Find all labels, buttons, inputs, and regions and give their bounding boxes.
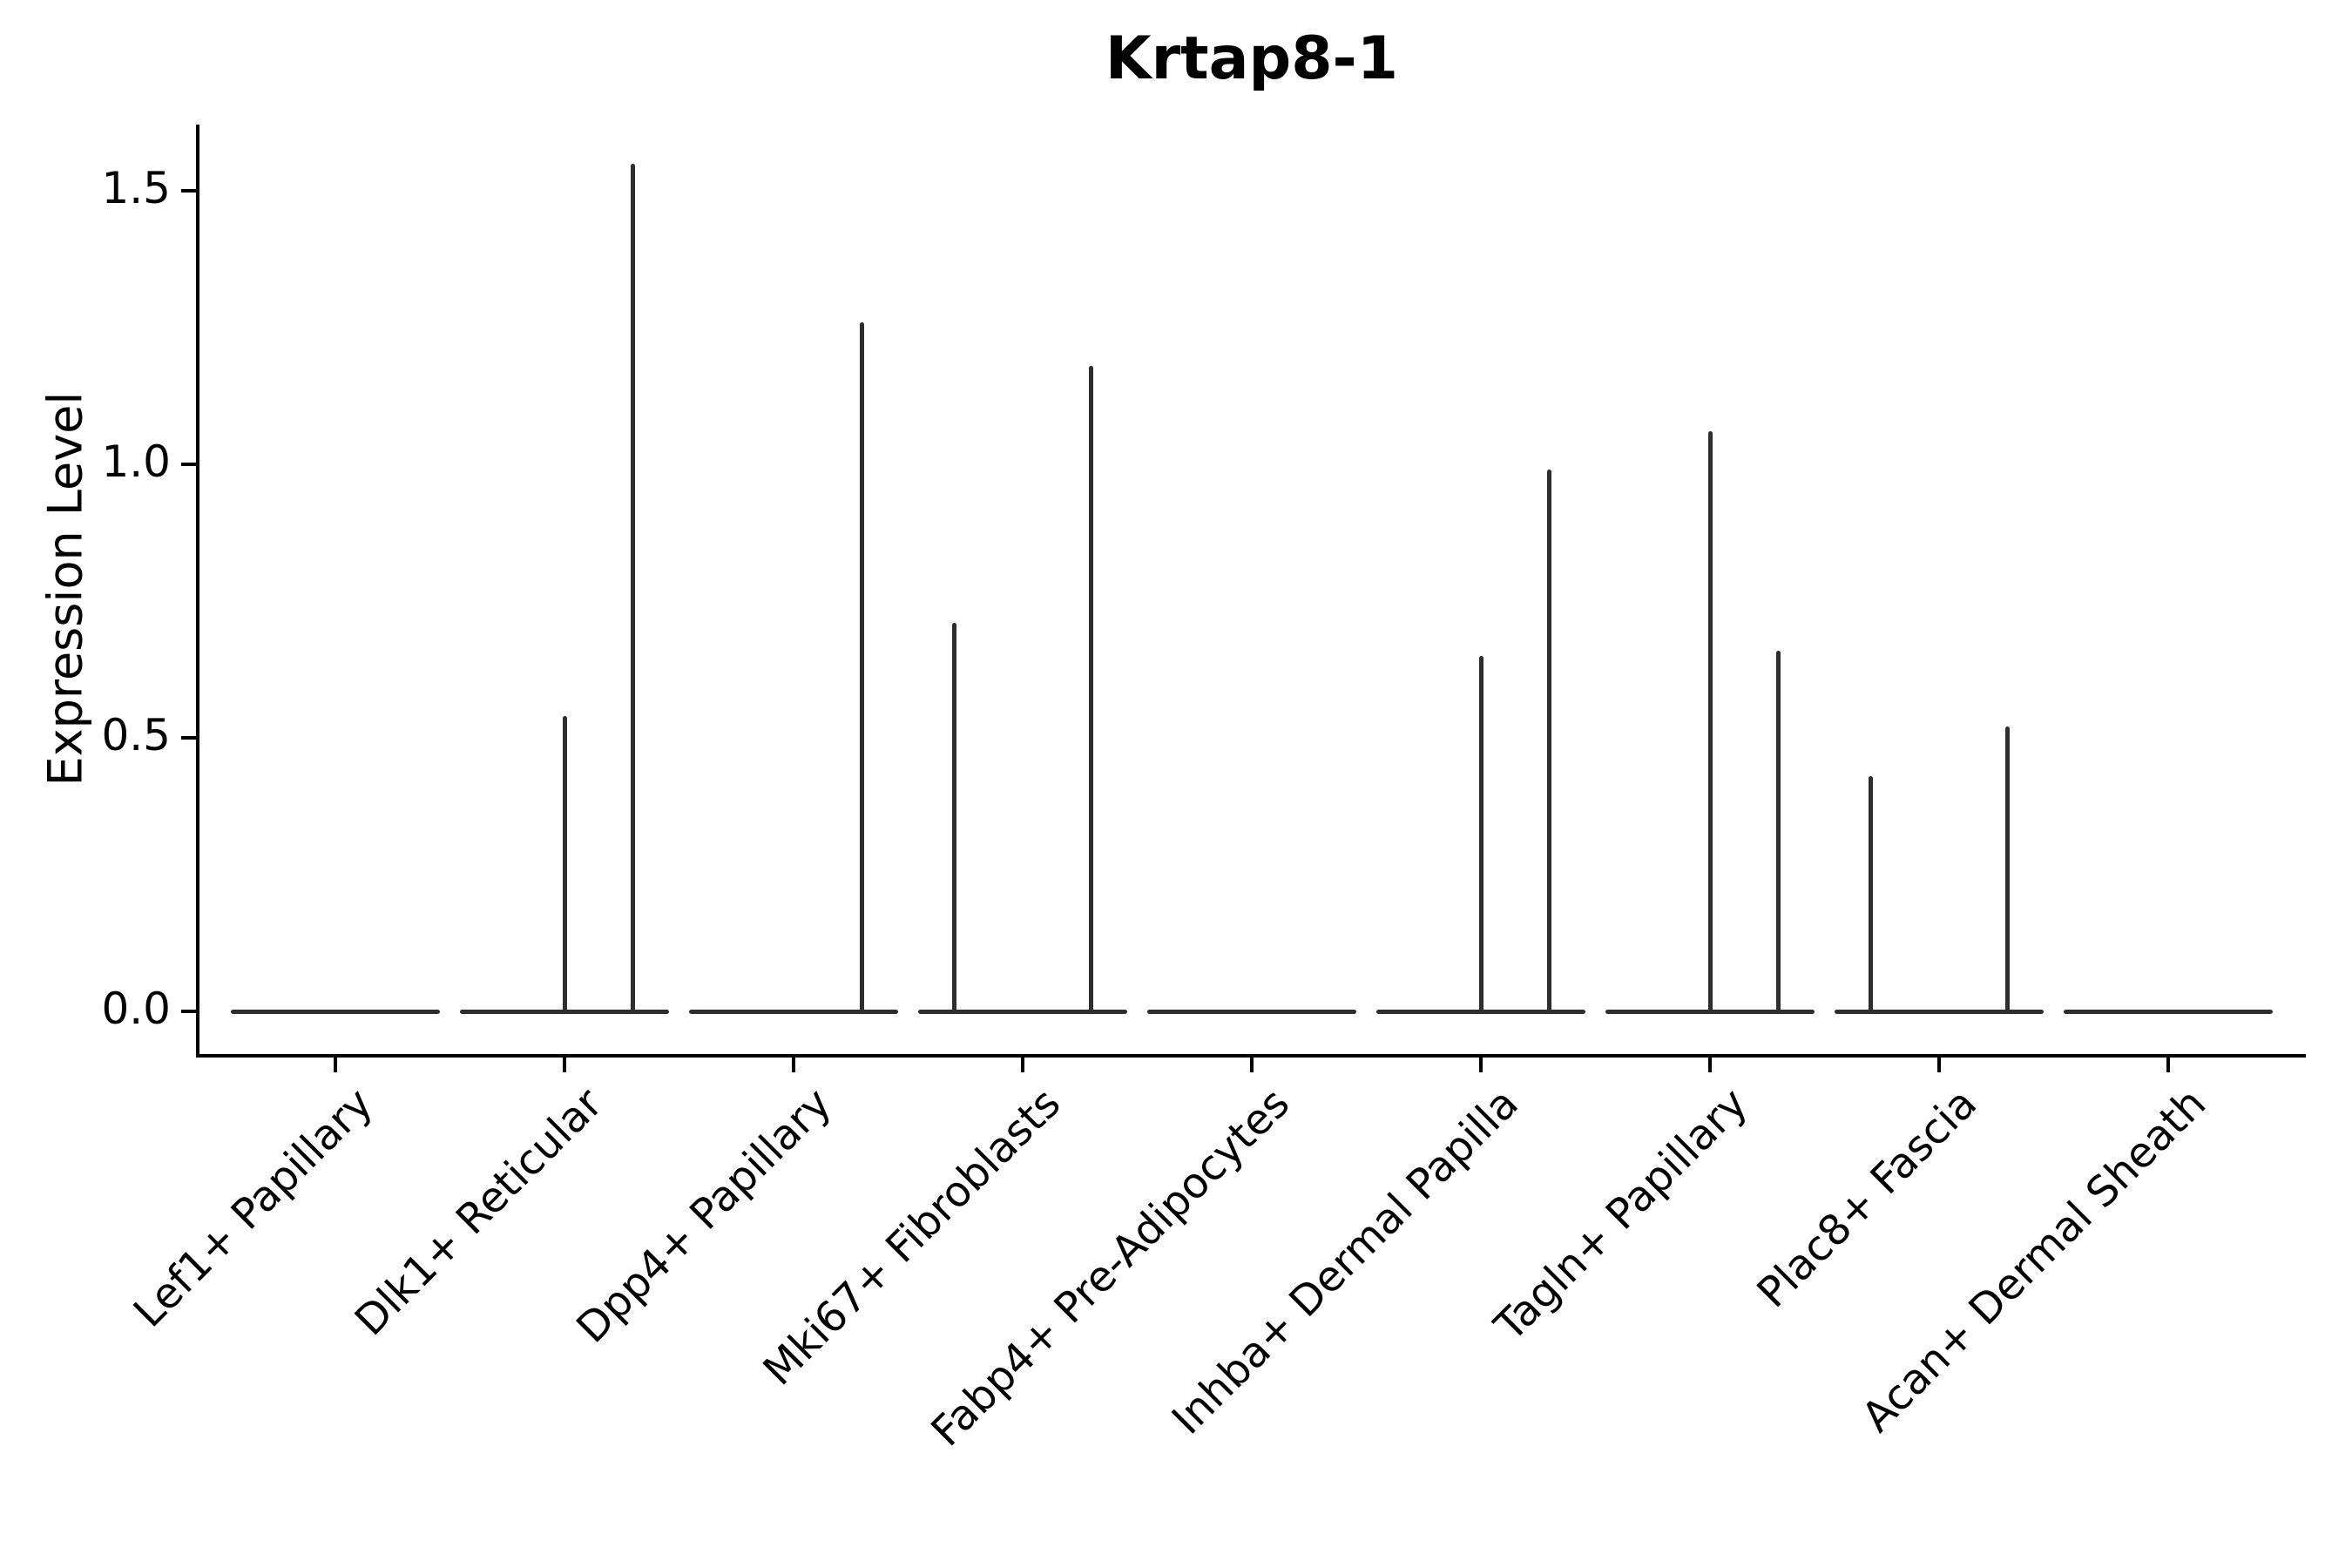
violin-base	[689, 1009, 898, 1014]
x-tick	[1937, 1058, 1941, 1072]
x-tick-label: Plac8+ Fascia	[1747, 1078, 1987, 1318]
violin-base	[1835, 1009, 2044, 1014]
x-tick	[563, 1058, 566, 1072]
x-tick	[1479, 1058, 1483, 1072]
chart-title: Krtap8-1	[1105, 24, 1399, 93]
y-tick	[181, 463, 196, 466]
y-tick	[181, 1010, 196, 1013]
x-tick-label: Dlk1+ Reticular	[345, 1078, 612, 1346]
expression-spike	[631, 163, 636, 1013]
expression-spike	[1868, 775, 1873, 1013]
x-tick	[1021, 1058, 1024, 1072]
expression-spike	[1547, 470, 1552, 1013]
x-tick-label: Lef1+ Papillary	[125, 1078, 383, 1337]
expression-spike	[562, 715, 567, 1013]
y-tick-label: 0.0	[101, 983, 171, 1034]
violin-base	[1147, 1009, 1356, 1014]
expression-spike	[1089, 365, 1094, 1013]
expression-spike	[1776, 650, 1781, 1013]
x-tick	[2166, 1058, 2170, 1072]
expression-spike	[2005, 727, 2011, 1013]
y-tick-label: 0.5	[101, 710, 171, 760]
y-tick-label: 1.5	[101, 163, 171, 213]
x-axis-spine	[196, 1054, 2306, 1058]
violin-base	[231, 1009, 440, 1014]
x-tick-label: Tagln+ Papillary	[1485, 1078, 1758, 1351]
y-tick	[181, 189, 196, 193]
expression-spike	[1478, 655, 1484, 1013]
y-tick	[181, 736, 196, 740]
x-tick	[792, 1058, 795, 1072]
y-axis-spine	[196, 125, 199, 1058]
x-tick	[1708, 1058, 1712, 1072]
x-tick-label: Dpp4+ Papillary	[567, 1078, 841, 1353]
violin-base	[2064, 1009, 2273, 1014]
y-tick-label: 1.0	[101, 436, 171, 487]
expression-spike	[860, 321, 865, 1013]
x-tick	[1250, 1058, 1254, 1072]
expression-spike	[951, 623, 956, 1013]
expression-spike	[1707, 431, 1713, 1013]
violin-base	[918, 1009, 1127, 1014]
x-tick	[334, 1058, 337, 1072]
